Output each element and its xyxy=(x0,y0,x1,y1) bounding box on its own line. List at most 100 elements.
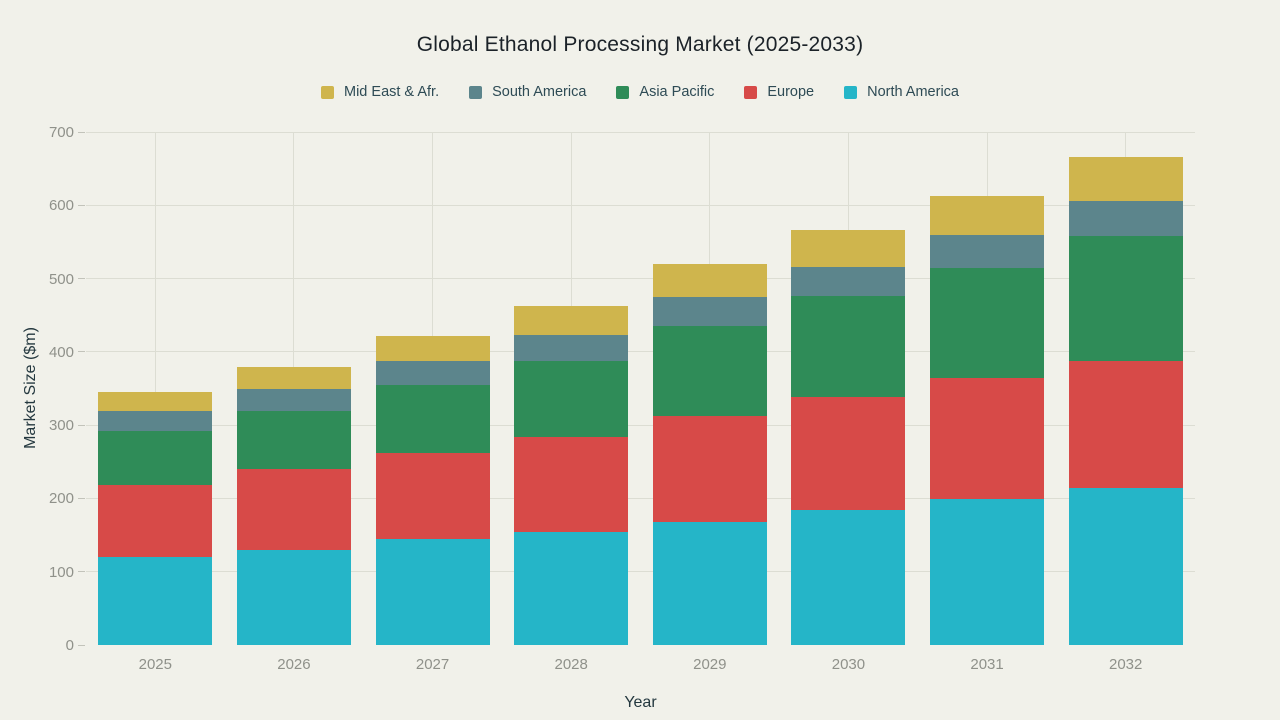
bar-segment xyxy=(98,485,213,558)
x-tick-label: 2029 xyxy=(693,656,727,673)
bar-segment xyxy=(1068,200,1183,237)
bar-segment xyxy=(514,436,629,533)
plot-area xyxy=(84,131,1197,646)
legend: Mid East & Afr. South America Asia Pacific… xyxy=(0,84,1280,100)
bar-segment xyxy=(1068,156,1183,201)
legend-swatch-icon xyxy=(321,85,334,99)
bar-segment xyxy=(375,453,490,540)
y-tick-mark xyxy=(78,351,85,353)
bar-segment xyxy=(652,296,767,327)
legend-swatch-icon xyxy=(469,85,483,99)
x-tick-label: 2028 xyxy=(554,656,588,673)
y-tick-label: 400 xyxy=(48,343,74,361)
y-tick-label: 600 xyxy=(48,197,74,215)
gridline-horizontal xyxy=(86,424,1195,426)
bar-2032 xyxy=(1068,132,1183,645)
gridline-vertical xyxy=(154,132,156,645)
bar-segment xyxy=(514,360,629,437)
legend-label: Asia Pacific xyxy=(639,84,715,100)
bar-segment xyxy=(98,392,213,411)
gridline-vertical xyxy=(293,132,295,645)
bar-2025 xyxy=(98,132,213,645)
x-tick-label: 2030 xyxy=(831,656,866,673)
bar-segment xyxy=(375,384,490,453)
gridline-horizontal xyxy=(86,131,1195,133)
y-tick-mark xyxy=(78,497,85,499)
bar-segment xyxy=(375,335,490,361)
legend-swatch-icon xyxy=(844,85,858,99)
legend-label: Europe xyxy=(767,84,815,100)
gridline-horizontal xyxy=(86,571,1195,573)
y-tick-mark xyxy=(78,424,85,426)
y-tick-mark xyxy=(78,278,85,280)
legend-item: North America xyxy=(844,84,959,100)
bar-segment xyxy=(652,521,767,645)
x-tick-label: 2032 xyxy=(1109,656,1143,673)
bar-segment xyxy=(1068,488,1183,645)
bar-segment xyxy=(98,431,213,486)
bar-segment xyxy=(236,469,351,550)
bar-segment xyxy=(652,326,767,416)
legend-item: Europe xyxy=(744,84,814,100)
bar-segment xyxy=(1068,236,1183,361)
legend-item: Mid East & Afr. xyxy=(321,84,439,100)
gridline-horizontal xyxy=(86,351,1195,353)
bar-segment xyxy=(791,266,906,297)
y-tick-label: 300 xyxy=(48,417,74,435)
y-tick-label: 100 xyxy=(48,563,74,581)
bar-segment xyxy=(930,267,1045,378)
chart-title: Global Ethanol Processing Market (2025-2… xyxy=(416,33,864,56)
y-tick-mark xyxy=(78,571,85,573)
bar-segment xyxy=(236,549,351,645)
bar-segment xyxy=(514,335,629,361)
y-tick-mark xyxy=(78,644,85,646)
y-tick-mark xyxy=(78,204,85,206)
bar-segment xyxy=(652,415,767,522)
x-axis-line xyxy=(84,644,1197,646)
legend-label: South America xyxy=(492,84,587,100)
bar-segment xyxy=(930,499,1045,645)
bar-segment xyxy=(930,195,1045,236)
y-tick-label: 0 xyxy=(65,637,74,654)
legend-label: Mid East & Afr. xyxy=(344,84,440,100)
bar-2030 xyxy=(791,132,906,645)
bar-segment xyxy=(791,230,906,267)
bar-segment xyxy=(236,388,351,411)
bar-segment xyxy=(375,360,490,385)
bar-segment xyxy=(236,410,351,470)
bar-segment xyxy=(791,397,906,511)
y-tick-label: 500 xyxy=(48,270,74,288)
bar-2031 xyxy=(930,132,1045,645)
x-axis-title: Year xyxy=(624,694,657,711)
bar-segment xyxy=(791,296,906,398)
bar-segment xyxy=(652,263,767,297)
gridline-horizontal xyxy=(86,278,1195,280)
bar-2026 xyxy=(236,132,351,645)
bar-2029 xyxy=(652,132,767,645)
bar-segment xyxy=(98,557,213,645)
legend-swatch-icon xyxy=(744,85,758,99)
x-tick-label: 2027 xyxy=(415,656,450,673)
legend-item: Asia Pacific xyxy=(616,84,714,100)
x-tick-label: 2026 xyxy=(277,656,311,673)
y-tick-label: 200 xyxy=(48,490,74,508)
bar-segment xyxy=(236,366,351,389)
x-tick-label: 2031 xyxy=(970,656,1004,673)
y-tick-mark xyxy=(78,131,85,133)
bar-segment xyxy=(791,510,906,645)
y-axis-title: Market Size ($m) xyxy=(22,327,39,449)
legend-item: South America xyxy=(469,84,586,100)
gridline-horizontal xyxy=(86,497,1195,499)
x-tick-label: 2025 xyxy=(138,656,172,673)
gridline-horizontal xyxy=(86,204,1195,206)
bar-segment xyxy=(98,410,213,432)
bar-segment xyxy=(1068,360,1183,489)
y-tick-label: 700 xyxy=(48,124,74,141)
bar-segment xyxy=(930,377,1045,500)
bar-2028 xyxy=(514,132,629,645)
bar-segment xyxy=(514,532,629,645)
bar-segment xyxy=(514,305,629,336)
legend-swatch-icon xyxy=(616,85,630,99)
bar-segment xyxy=(375,539,490,645)
